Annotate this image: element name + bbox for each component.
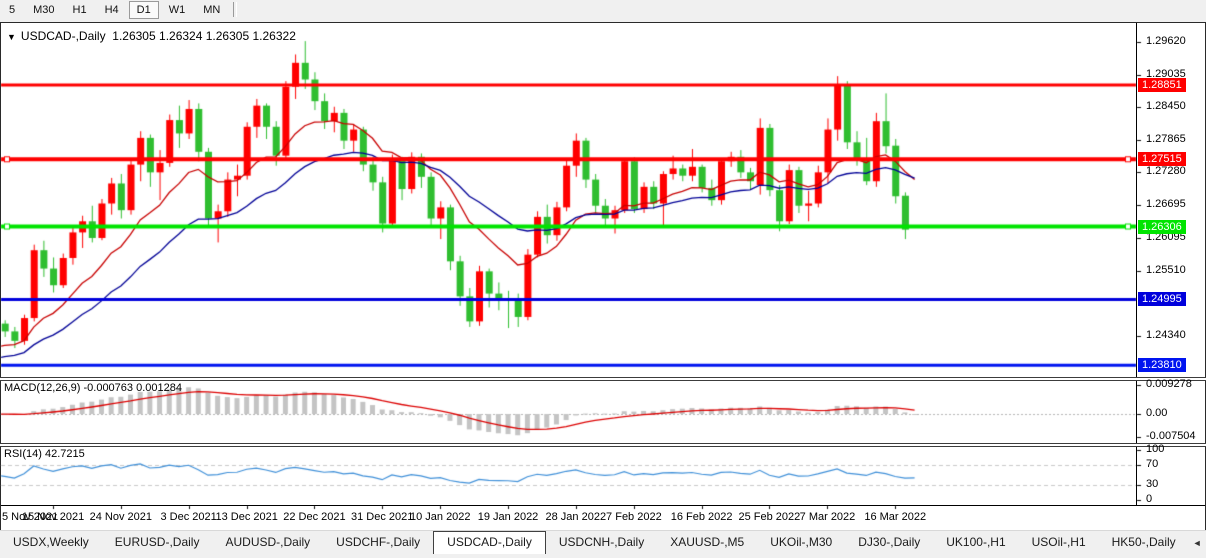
date-label: 19 Jan 2022 [477,511,539,523]
rsi-axis-label: 100 [1146,443,1165,455]
time-axis-border [1,505,1205,506]
y-axis-tick-label: 1.29620 [1146,35,1186,48]
y-axis-tick-label: 1.26695 [1146,197,1186,210]
y-axis-tick-label: 1.24340 [1146,328,1186,341]
macd-values: -0.000763 0.001284 [83,382,182,394]
ohlc-open: 1.26305 [112,29,156,43]
rsi-axis-label: 30 [1146,478,1159,490]
date-label: 22 Dec 2021 [283,511,346,523]
symbol-label: USDCAD-,Daily [20,29,106,43]
date-label: 28 Jan 2022 [545,511,607,523]
date-label: 25 Feb 2022 [738,511,801,523]
ohlc-high: 1.26324 [159,29,203,43]
date-label: 16 Mar 2022 [864,511,927,523]
date-label: 15 Nov 2021 [21,511,85,523]
ohlc-low: 1.26305 [205,29,250,43]
price-line-badge-126306: 1.26306 [1138,219,1186,234]
rsi-value: 42.7215 [44,448,85,460]
y-axis-tick-label: 1.27280 [1146,165,1186,178]
y-axis-tick-label: 1.27865 [1146,132,1186,145]
macd-axis-label: 0.009278 [1146,378,1192,391]
date-label: 5 Nov 2021 [2,511,59,523]
macd-pane-splitter[interactable] [0,377,1206,381]
macd-axis-label: 0.00 [1146,407,1168,419]
ohlc-close: 1.26322 [252,29,296,43]
rsi-label: RSI(14) 42.7215 [4,448,85,460]
y-axis-tick-label: 1.25510 [1146,263,1186,276]
price-axis-border [1136,23,1137,506]
price-line-badge-127515: 1.27515 [1138,152,1186,167]
date-label: 10 Jan 2022 [409,511,471,523]
rsi-name: RSI(14) [4,448,42,460]
chart-title: ▼ USDCAD-,Daily 1.26305 1.26324 1.26305 1… [7,29,296,43]
date-label: 7 Mar 2022 [799,511,856,523]
price-line-badge-123810: 1.23810 [1138,358,1186,373]
price-line-badge-124995: 1.24995 [1138,292,1186,307]
macd-axis-label: -0.007504 [1146,430,1196,443]
date-label: 16 Feb 2022 [670,511,733,523]
symbol-dropdown-icon[interactable]: ▼ [7,32,16,42]
y-axis-tick-label: 1.26095 [1146,231,1186,244]
date-label: 31 Dec 2021 [350,511,414,523]
rsi-axis-label: 70 [1146,458,1159,470]
y-axis-tick-label: 1.28450 [1146,100,1186,113]
date-label: 7 Feb 2022 [606,511,662,523]
rsi-pane-splitter[interactable] [0,443,1206,447]
date-label: 3 Dec 2021 [160,511,217,523]
macd-name: MACD(12,26,9) [4,382,81,394]
date-label: 13 Dec 2021 [215,511,278,523]
date-label: 24 Nov 2021 [89,511,153,523]
price-line-badge-128851: 1.28851 [1138,77,1186,92]
y-axis-tick-label: 1.29035 [1146,67,1186,80]
rsi-axis-label: 0 [1146,493,1153,505]
macd-label: MACD(12,26,9) -0.000763 0.001284 [4,382,182,394]
